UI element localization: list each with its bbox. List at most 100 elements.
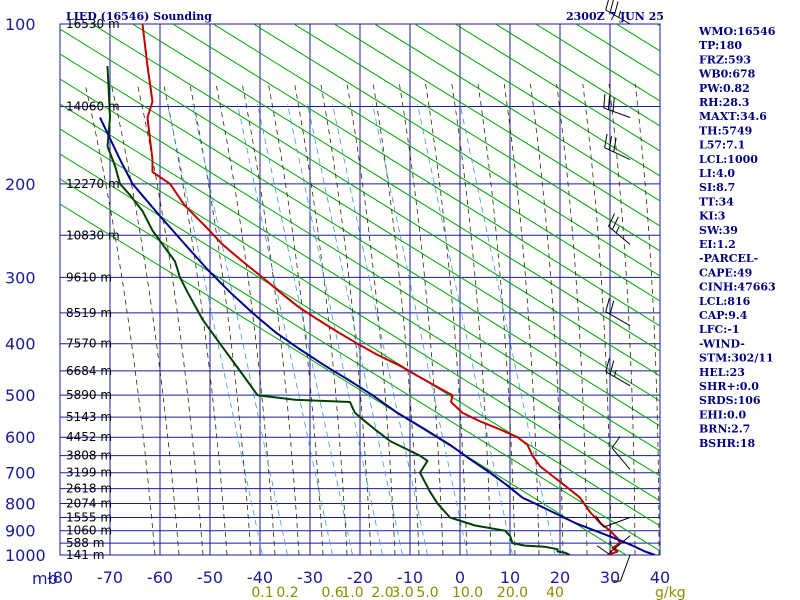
wind-barb <box>605 298 631 327</box>
index-line: EI:1.2 <box>699 238 736 251</box>
temperature-tick-label: -50 <box>197 568 223 587</box>
index-line: TH:5749 <box>699 124 752 137</box>
wind-barb <box>605 0 631 25</box>
height-label: 4452 m <box>66 430 112 444</box>
temperature-tick-label: 40 <box>650 568 670 587</box>
height-label: 5143 m <box>66 410 112 424</box>
height-label: 588 m <box>66 536 104 550</box>
pressure-tick-label: 800 <box>5 495 36 514</box>
pressure-tick-label: 400 <box>5 335 36 354</box>
mixing-ratio-tick-label: 40 <box>546 585 564 600</box>
index-line: RH:28.3 <box>699 96 749 109</box>
skewed-isotherm <box>333 24 660 227</box>
mixing-ratio-tick-label: 10.0 <box>452 585 483 600</box>
height-label: 5890 m <box>66 388 112 402</box>
mixing-ratio-tick-label: 0.2 <box>276 585 298 600</box>
dry-adiabat <box>399 83 444 555</box>
dry-adiabat <box>137 83 204 555</box>
dry-adiabat <box>189 83 252 555</box>
wind-barb <box>605 358 631 387</box>
wind-barb <box>603 93 631 118</box>
index-line: -PARCEL- <box>699 252 758 265</box>
mixing-ratio-tick-label: 0.6 <box>321 585 343 600</box>
dry-adiabat <box>346 83 396 555</box>
dry-adiabat <box>425 83 468 555</box>
temperature-tick-label: 0 <box>455 568 465 587</box>
pressure-tick-label: 900 <box>5 522 36 541</box>
height-label: 3808 m <box>66 449 112 463</box>
skewed-isotherm <box>91 24 660 377</box>
valid-time: 2300Z 7 JUN 25 <box>566 10 664 23</box>
dry-adiabat <box>84 83 156 555</box>
index-line: WB0:678 <box>698 68 756 81</box>
temperature-tick-label: 30 <box>600 568 620 587</box>
wind-barb <box>613 554 631 582</box>
temperature-tick-label: -80 <box>47 568 73 587</box>
index-line: CAP:9.4 <box>699 309 748 322</box>
dry-adiabat <box>215 83 276 555</box>
wind-barb <box>596 535 631 555</box>
temperature-tick-label: -10 <box>397 568 423 587</box>
mixing-ratio-line <box>417 103 513 555</box>
height-label: 2074 m <box>66 497 112 511</box>
skewed-isotherm <box>60 128 660 502</box>
index-line: WMO:16546 <box>698 25 776 38</box>
skewed-isotherm <box>292 24 660 252</box>
pressure-unit-label: mb <box>32 569 58 588</box>
series-temperature-line <box>141 24 621 555</box>
index-line: EHI:0.0 <box>699 408 746 421</box>
index-line: LCL:1000 <box>699 153 758 166</box>
dry-adiabat <box>582 83 612 555</box>
index-line: LFC:-1 <box>699 323 740 336</box>
mixing-ratio-line <box>167 103 263 555</box>
grid-layer <box>59 23 661 556</box>
temperature-tick-label: 10 <box>500 568 520 587</box>
skewed-isotherm <box>60 28 660 402</box>
index-line: MAXT:34.6 <box>699 110 767 123</box>
temperature-tick-label: -20 <box>347 568 373 587</box>
temperature-tick-label: -30 <box>297 568 323 587</box>
wind-barb <box>604 133 631 161</box>
mixing-ratio-line <box>192 103 288 555</box>
skewed-isotherm <box>534 24 660 102</box>
index-line: CINH:47663 <box>699 281 776 294</box>
skewed-isotherm <box>60 53 660 427</box>
mixing-ratio-tick-label: 3.0 <box>391 585 413 600</box>
mixing-ratio-tick-label: 20.0 <box>497 585 528 600</box>
height-label: 1555 m <box>66 511 112 525</box>
temperature-tick-label: 20 <box>550 568 570 587</box>
wind-barb-layer <box>595 0 631 582</box>
mixing-ratio-tick-label: 0.1 <box>251 585 273 600</box>
dry-adiabat <box>294 83 348 555</box>
dry-adiabat <box>556 83 588 555</box>
skewed-isotherm <box>494 24 660 127</box>
mixing-ratio-unit: g/kg <box>655 585 686 600</box>
chart-title: LIED (16546) Sounding <box>66 10 212 23</box>
dry-adiabat <box>477 83 516 555</box>
index-line: -WIND- <box>699 337 745 350</box>
height-label: 2618 m <box>66 482 112 496</box>
dry-adiabat <box>320 83 372 555</box>
dry-adiabat <box>268 83 324 555</box>
pressure-tick-label: 600 <box>5 428 36 447</box>
mixing-ratio-line <box>307 103 403 555</box>
skewed-isotherm <box>60 0 660 1</box>
skewed-isotherm <box>454 24 660 152</box>
height-label: 6684 m <box>66 364 112 378</box>
index-line: STM:302/11 <box>699 352 774 365</box>
dry-adiabat <box>241 83 300 555</box>
skewed-isotherm <box>60 78 660 452</box>
wind-barb <box>611 436 631 470</box>
index-line: L57:7.1 <box>699 139 745 152</box>
mixing-ratio-line <box>459 103 556 555</box>
dry-adiabat <box>372 83 420 555</box>
index-line: BRN:2.7 <box>699 423 750 436</box>
index-line: PW:0.82 <box>699 82 750 95</box>
height-label: 1060 m <box>66 524 112 538</box>
pressure-tick-label: 1000 <box>5 546 46 565</box>
mixing-ratio-tick-label: 5.0 <box>416 585 438 600</box>
skewed-isotherm <box>252 24 660 277</box>
wind-barb <box>608 213 631 245</box>
dry-adiabat <box>530 83 564 555</box>
mixing-ratio-tick-label: 1.0 <box>341 585 363 600</box>
